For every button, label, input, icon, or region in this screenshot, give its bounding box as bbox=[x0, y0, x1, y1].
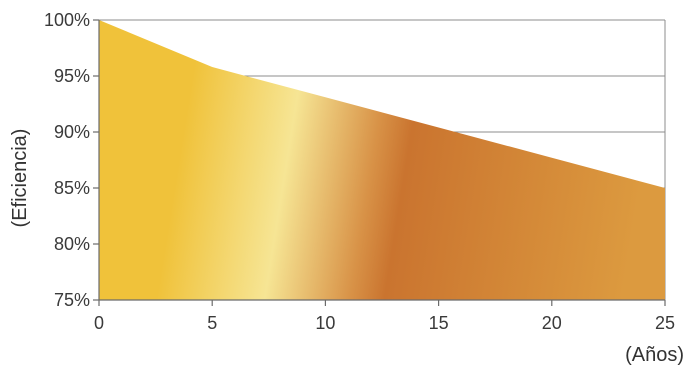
y-tick-label: 80% bbox=[54, 234, 90, 254]
y-tick-label: 75% bbox=[54, 290, 90, 310]
axes bbox=[93, 19, 666, 306]
y-tick-label: 100% bbox=[44, 10, 90, 30]
y-tick-labels: 75% 80% 85% 90% 95% 100% bbox=[44, 10, 90, 310]
x-tick-label: 10 bbox=[315, 313, 335, 333]
x-tick-label: 0 bbox=[94, 313, 104, 333]
efficiency-area bbox=[99, 20, 665, 300]
x-tick-label: 5 bbox=[207, 313, 217, 333]
x-tick-label: 25 bbox=[655, 313, 675, 333]
x-tick-label: 15 bbox=[429, 313, 449, 333]
area-series bbox=[99, 20, 665, 300]
x-tick-labels: 0 5 10 15 20 25 bbox=[94, 313, 675, 333]
x-axis-title: (Años) bbox=[625, 344, 684, 366]
y-tick-label: 90% bbox=[54, 122, 90, 142]
y-tick-label: 95% bbox=[54, 66, 90, 86]
x-tick-label: 20 bbox=[542, 313, 562, 333]
y-axis-title: (Eficiencia) bbox=[9, 129, 31, 228]
y-tick-label: 85% bbox=[54, 178, 90, 198]
